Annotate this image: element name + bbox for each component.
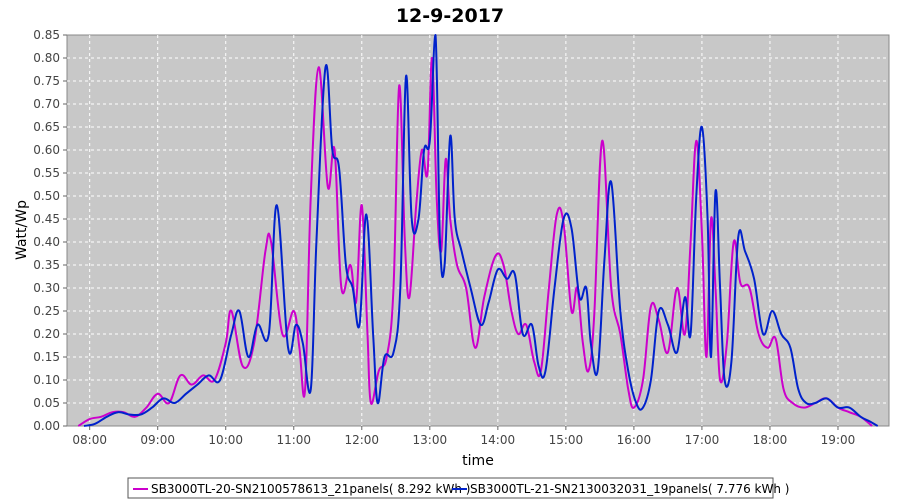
legend-label-series-1: SB3000TL-20-SN2100578613_21panels( 8.292…: [151, 482, 470, 496]
chart-title: 12-9-2017: [396, 5, 504, 27]
y-tick-label: 0.30: [33, 281, 60, 295]
y-tick-label: 0.85: [33, 28, 60, 42]
x-axis-label: time: [462, 453, 494, 469]
x-tick-label: 14:00: [481, 433, 516, 447]
y-tick-label: 0.70: [33, 97, 60, 111]
y-tick-label: 0.00: [33, 419, 60, 433]
y-tick-label: 0.20: [33, 327, 60, 341]
y-tick-label: 0.50: [33, 189, 60, 203]
x-tick-label: 18:00: [753, 433, 788, 447]
x-tick-label: 17:00: [685, 433, 720, 447]
y-tick-label: 0.60: [33, 143, 60, 157]
y-axis-label: Watt/Wp: [14, 200, 30, 260]
x-tick-label: 13:00: [413, 433, 448, 447]
x-axis-ticks: 08:00 09:00 10:00 11:00 12:00 13:00 14:00 15:00…: [72, 426, 855, 447]
y-tick-label: 0.55: [33, 166, 60, 180]
x-tick-label: 09:00: [140, 433, 175, 447]
series-line-1: [77, 56, 873, 427]
legend-box: [127, 477, 774, 499]
y-tick-label: 0.45: [33, 212, 60, 226]
x-tick-label: 08:00: [72, 433, 107, 447]
y-tick-label: 0.25: [33, 304, 60, 318]
y-axis-ticks: 0.00 0.05 0.10 0.15 0.20 0.25 0.30 0.35 0.40 0.45…: [33, 28, 67, 433]
y-tick-label: 0.80: [33, 51, 60, 65]
x-tick-label: 15:00: [549, 433, 584, 447]
y-tick-label: 0.75: [33, 74, 60, 88]
y-tick-label: 0.05: [33, 396, 60, 410]
y-tick-label: 0.15: [33, 350, 60, 364]
plot-area: [66, 34, 890, 427]
series-lines: [77, 34, 879, 427]
x-tick-label: 19:00: [821, 433, 856, 447]
y-tick-label: 0.10: [33, 373, 60, 387]
y-tick-label: 0.35: [33, 258, 60, 272]
x-tick-label: 12:00: [344, 433, 379, 447]
x-tick-label: 11:00: [276, 433, 311, 447]
x-tick-label: 10:00: [208, 433, 243, 447]
legend: SB3000TL-20-SN2100578613_21panels( 8.292…: [127, 477, 789, 499]
y-tick-label: 0.40: [33, 235, 60, 249]
grid-lines: [67, 35, 889, 426]
x-tick-label: 16:00: [617, 433, 652, 447]
legend-label-series-2: SB3000TL-21-SN2130032031_19panels( 7.776…: [470, 482, 789, 496]
y-tick-label: 0.65: [33, 120, 60, 134]
series-line-2: [83, 34, 879, 427]
